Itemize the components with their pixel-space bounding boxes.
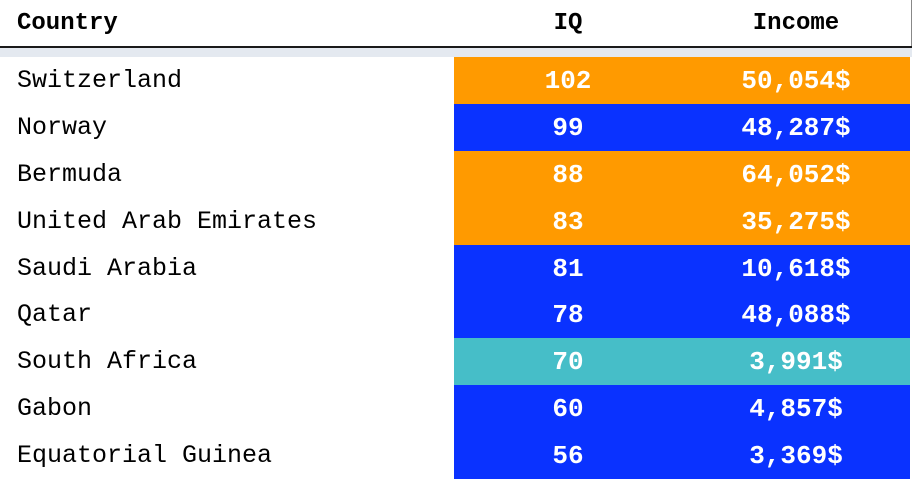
iq-cell: 83: [552, 206, 584, 237]
row-color-band: [454, 244, 910, 292]
header-iq[interactable]: IQ: [553, 10, 583, 37]
iq-cell: 70: [552, 347, 584, 378]
income-cell: 3,369$: [749, 441, 843, 472]
header-country[interactable]: Country: [17, 10, 118, 37]
table-row[interactable]: Switzerland 102 50,054$: [0, 57, 912, 104]
table-row[interactable]: Equatorial Guinea 56 3,369$: [0, 432, 912, 480]
iq-cell: 99: [552, 112, 584, 143]
income-cell: 48,287$: [741, 112, 851, 143]
income-cell: 64,052$: [741, 159, 851, 190]
iq-cell: 78: [552, 300, 584, 331]
income-cell: 3,991$: [749, 347, 843, 378]
table-header: Country IQ Income: [0, 0, 912, 46]
country-cell: Switzerland: [17, 66, 183, 95]
row-color-band: [454, 385, 910, 433]
iq-cell: 60: [552, 394, 584, 425]
country-cell: United Arab Emirates: [17, 206, 318, 236]
country-cell: Qatar: [17, 300, 93, 330]
country-cell: Saudi Arabia: [17, 253, 198, 283]
table-row[interactable]: Qatar 78 48,088$: [0, 291, 912, 339]
header-divider: [0, 46, 912, 48]
income-cell: 50,054$: [741, 66, 851, 96]
row-color-band: [454, 150, 910, 198]
table-row[interactable]: Gabon 60 4,857$: [0, 385, 912, 433]
income-cell: 48,088$: [741, 300, 851, 331]
row-color-band: [454, 103, 910, 151]
country-cell: Bermuda: [17, 159, 123, 189]
header-spacer: [0, 48, 912, 57]
row-color-band: [454, 197, 910, 245]
income-cell: 35,275$: [741, 206, 851, 237]
row-color-band: [454, 338, 910, 386]
table-row[interactable]: Norway 99 48,287$: [0, 103, 912, 151]
table-row[interactable]: Saudi Arabia 81 10,618$: [0, 244, 912, 292]
country-cell: Norway: [17, 112, 108, 142]
row-color-band: [454, 57, 910, 104]
iq-cell: 56: [552, 441, 584, 472]
table-body: Switzerland 102 50,054$ Norway 99 48,287…: [0, 57, 912, 480]
table-row[interactable]: South Africa 70 3,991$: [0, 338, 912, 386]
iq-cell: 102: [544, 66, 592, 96]
country-cell: South Africa: [17, 347, 198, 377]
country-cell: Equatorial Guinea: [17, 441, 273, 471]
income-cell: 4,857$: [749, 394, 843, 425]
country-cell: Gabon: [17, 394, 93, 424]
iq-cell: 88: [552, 159, 584, 190]
header-income[interactable]: Income: [752, 10, 840, 37]
income-cell: 10,618$: [741, 253, 851, 284]
row-color-band: [454, 291, 910, 339]
iq-cell: 81: [552, 253, 584, 284]
table-row[interactable]: Bermuda 88 64,052$: [0, 150, 912, 198]
table-row[interactable]: United Arab Emirates 83 35,275$: [0, 197, 912, 245]
row-color-band: [454, 432, 910, 480]
